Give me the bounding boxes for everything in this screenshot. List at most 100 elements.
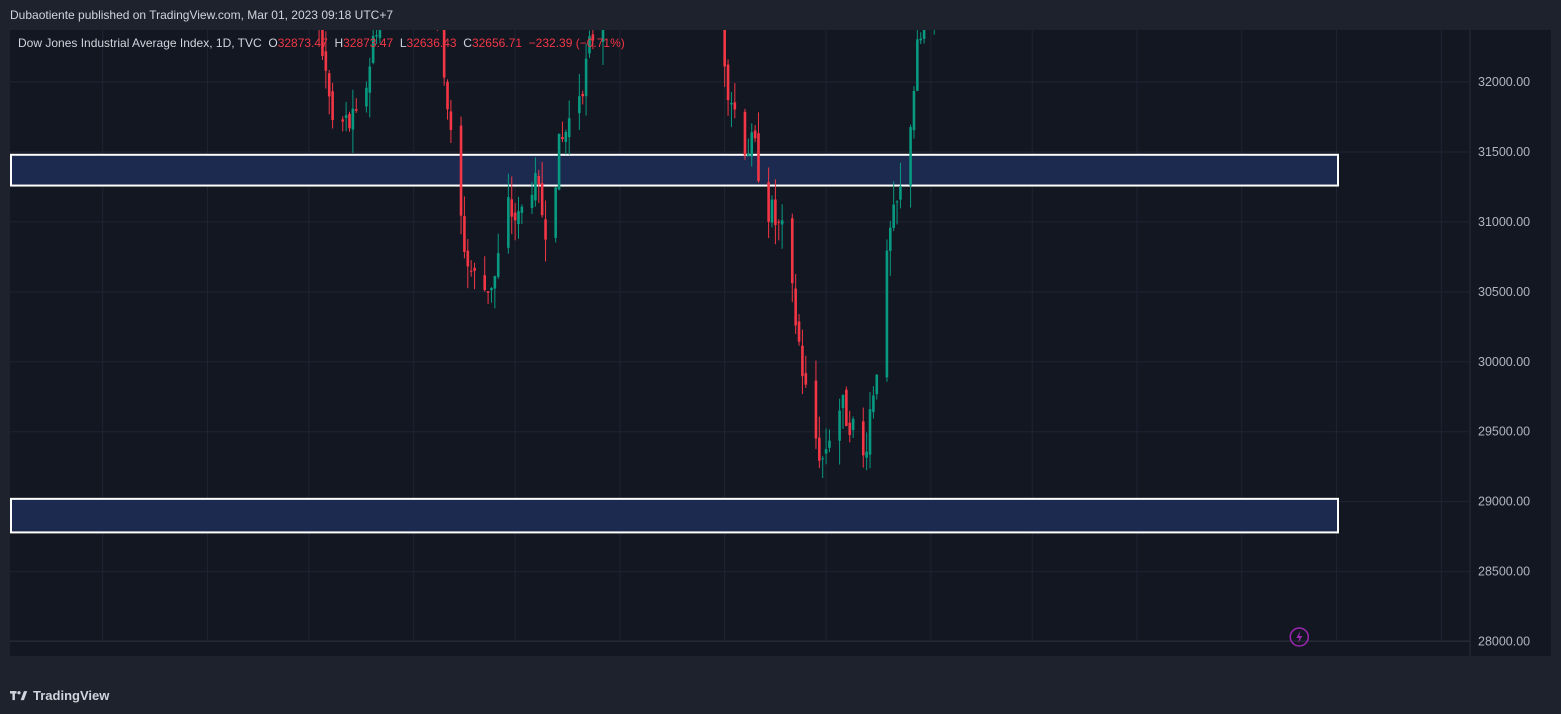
candle-body xyxy=(459,125,463,216)
support-resistance-zone xyxy=(10,153,1339,187)
candle-body xyxy=(723,30,726,67)
symbol-legend: Dow Jones Industrial Average Index, 1D, … xyxy=(18,36,625,50)
candle-body xyxy=(507,197,510,248)
candle-body xyxy=(804,373,808,385)
candle-body xyxy=(909,127,912,186)
candle-body xyxy=(324,51,328,71)
candle-body xyxy=(442,30,446,78)
candle-body xyxy=(578,96,581,114)
y-tick-label: 28500.00 xyxy=(1478,565,1530,579)
candle-body xyxy=(554,187,557,238)
candle-body xyxy=(463,216,466,252)
candle-body xyxy=(601,30,605,42)
candle-body xyxy=(848,422,852,436)
tradingview-logo-icon xyxy=(10,690,28,700)
high-label: H xyxy=(334,36,344,50)
y-tick-label: 30500.00 xyxy=(1478,285,1530,299)
publisher-line: Dubaotiente published on TradingView.com… xyxy=(10,8,394,22)
candle-body xyxy=(331,91,334,121)
candle-body xyxy=(753,130,757,139)
candle-body xyxy=(483,275,486,291)
candle-body xyxy=(912,91,916,131)
candle-body xyxy=(797,321,801,342)
candle-body xyxy=(824,449,828,454)
candle-body xyxy=(757,133,760,182)
y-tick-label: 29500.00 xyxy=(1478,425,1530,439)
chart-area[interactable]: 36500.0036000.0035500.0035000.0034500.00… xyxy=(10,30,1551,656)
candle-body xyxy=(534,173,537,201)
candle-body xyxy=(493,276,497,289)
candle-body xyxy=(801,345,804,377)
candle-body xyxy=(777,221,781,223)
candle-body xyxy=(841,395,845,408)
y-tick-label: 31000.00 xyxy=(1478,215,1530,229)
lightning-bolt-icon xyxy=(1296,631,1303,643)
candle-body xyxy=(591,34,595,41)
candle-body xyxy=(838,410,841,441)
candle-body xyxy=(770,199,774,223)
candle-body xyxy=(466,250,470,267)
candle-body xyxy=(520,206,524,213)
candle-body xyxy=(889,227,892,251)
candle-body xyxy=(733,102,737,110)
candle-body xyxy=(861,421,865,456)
candle-body xyxy=(750,132,754,157)
candle-body xyxy=(581,93,585,97)
y-tick-label: 29000.00 xyxy=(1478,495,1530,509)
candle-body xyxy=(919,38,923,41)
candle-body xyxy=(510,199,514,217)
candle-body xyxy=(747,153,750,157)
candle-body xyxy=(818,437,821,461)
candle-body xyxy=(790,218,794,284)
candle-body xyxy=(473,267,476,271)
candle-body xyxy=(537,175,541,185)
candle-body xyxy=(327,73,331,97)
candle-body xyxy=(821,458,824,460)
open-value: 32873.47 xyxy=(277,36,328,50)
candle-body xyxy=(851,418,855,430)
candle-body xyxy=(368,66,372,93)
candle-body xyxy=(351,108,355,130)
candle-body xyxy=(875,374,879,395)
candle-body xyxy=(885,250,889,378)
footer-branding: TradingView xyxy=(10,688,109,703)
candle-body xyxy=(540,183,544,216)
footer-brand-text: TradingView xyxy=(33,688,110,703)
y-tick-label: 30000.00 xyxy=(1478,355,1530,369)
candle-body xyxy=(564,131,568,142)
low-value: 32636.43 xyxy=(406,36,457,50)
candle-body xyxy=(378,30,382,38)
support-resistance-zone xyxy=(10,497,1339,534)
candle-body xyxy=(517,211,520,225)
close-label: C xyxy=(463,36,472,50)
close-value: 32656.71 xyxy=(471,36,522,50)
price-scale xyxy=(1470,30,1551,656)
candle-body xyxy=(892,204,895,228)
candlestick-chart[interactable]: 36500.0036000.0035500.0035000.0034500.00… xyxy=(10,30,1551,656)
candle-body xyxy=(567,118,571,138)
candle-body xyxy=(365,87,368,107)
lightning-event-icon xyxy=(1289,627,1310,647)
symbol-name: Dow Jones Industrial Average Index, 1D, … xyxy=(18,36,262,50)
candle-body xyxy=(774,199,777,226)
candle-body xyxy=(780,220,784,225)
candle-body xyxy=(899,185,902,200)
candle-body xyxy=(868,409,872,455)
candle-body xyxy=(814,380,818,439)
low-label: L xyxy=(399,36,407,50)
candle-body xyxy=(449,111,453,130)
candle-body xyxy=(375,35,378,37)
y-tick-label: 31500.00 xyxy=(1478,145,1530,159)
candle-body xyxy=(845,389,848,426)
candle-body xyxy=(895,201,899,203)
candle-body xyxy=(496,253,500,277)
candle-body xyxy=(371,35,375,63)
candle-body xyxy=(341,119,345,122)
candle-body xyxy=(557,133,561,190)
candle-body xyxy=(344,115,348,118)
candle-body xyxy=(544,219,547,240)
candle-body xyxy=(730,102,733,105)
y-tick-label: 28000.00 xyxy=(1478,635,1530,649)
candle-body xyxy=(530,194,534,209)
candle-body xyxy=(726,64,730,101)
